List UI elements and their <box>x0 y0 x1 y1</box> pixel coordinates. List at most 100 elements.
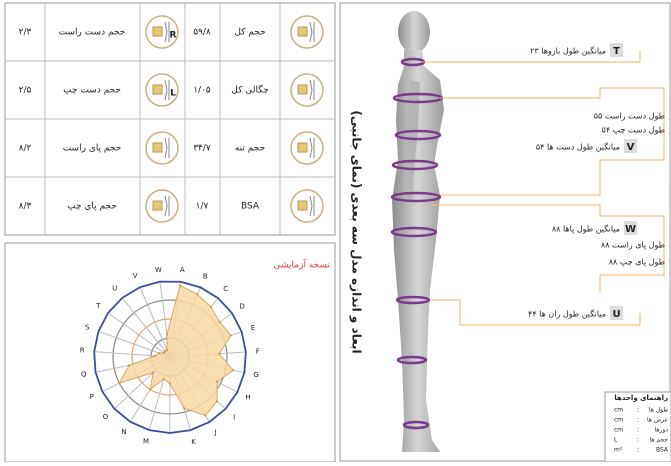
radar-point <box>164 350 166 352</box>
axis-label: O <box>103 413 109 421</box>
radar-point <box>166 349 168 351</box>
letter: T <box>613 46 620 57</box>
cell-label: حجم تنه <box>235 144 265 154</box>
icon <box>153 85 162 94</box>
radar-point <box>118 382 120 384</box>
radar-point <box>230 335 232 337</box>
measure-label: طول دست راست ۵۵ <box>594 112 665 121</box>
unit: cm <box>614 427 623 434</box>
cell-label: BSA <box>241 202 260 212</box>
radar-point <box>169 383 171 385</box>
cell-label: چگالی کل <box>231 84 268 96</box>
axis-label: G <box>253 371 258 379</box>
measure-label: میانگین طول ران ها ۴۴ <box>528 309 606 319</box>
axis-label: D <box>239 302 244 310</box>
unit-name: BSA <box>656 447 669 454</box>
radar-point <box>219 321 221 323</box>
cell-value: ۸/۳ <box>19 202 32 212</box>
icon <box>298 143 307 152</box>
letter: V <box>627 142 635 153</box>
unit-name: حجم ها <box>650 437 669 444</box>
axis-label: N <box>121 428 126 436</box>
unit-sep: : <box>637 417 639 424</box>
axis-label: A <box>180 266 185 274</box>
cell-label: حجم کل <box>234 28 265 38</box>
axis-label: J <box>213 428 216 436</box>
icon <box>153 143 162 152</box>
axis-label: K <box>191 438 196 446</box>
unit: cm <box>614 407 623 414</box>
axis-label: C <box>223 285 228 293</box>
measure-label: میانگین طول دست ها ۵۴ <box>536 142 620 152</box>
axis-label: B <box>203 272 208 280</box>
axis-label: H <box>245 394 250 402</box>
icon <box>298 27 307 36</box>
axis-label: W <box>155 266 162 274</box>
model-title: ابعاد و اندازه مدل سه بعدی (نمای جانبی) <box>349 110 364 353</box>
radar-point <box>128 364 130 366</box>
radar-point <box>152 372 154 374</box>
icon <box>153 201 162 210</box>
cell-label: حجم پای راست <box>63 144 122 154</box>
radar-point <box>218 353 220 355</box>
radar-point <box>196 293 198 295</box>
cell-label: حجم دست راست <box>59 28 126 38</box>
radar-point <box>163 352 165 354</box>
axis-label: Q <box>81 371 87 379</box>
radar-point <box>183 407 185 409</box>
unit-name: عرض ها <box>647 417 668 424</box>
radar-point <box>166 333 168 335</box>
icon <box>298 201 307 210</box>
radar-point <box>216 400 218 402</box>
radar-point <box>204 415 206 417</box>
radar-point <box>210 306 212 308</box>
radar-point <box>149 388 151 390</box>
unit-sep: : <box>637 427 639 434</box>
unit-sep: : <box>637 447 639 454</box>
unit-sep: : <box>637 407 639 414</box>
axis-label: M <box>143 438 149 446</box>
measure-label: طول پای راست ۸۸ <box>601 241 665 250</box>
radar-point <box>163 378 165 380</box>
letter: W <box>625 224 636 235</box>
icon <box>153 27 162 36</box>
badge: نسخه آزمایشی <box>274 259 330 271</box>
unit: m² <box>614 447 623 454</box>
axis-label: S <box>85 323 90 331</box>
measure-label: میانگین طول بازوها ۲۳ <box>530 46 606 56</box>
axis-label: V <box>133 272 138 280</box>
measure-label: میانگین طول پاها ۸۸ <box>552 224 620 234</box>
axis-label: U <box>112 285 117 293</box>
axis-label: R <box>80 347 85 355</box>
cell-value: ۱/۷ <box>196 202 209 212</box>
radar-point <box>179 285 181 287</box>
cell-value: ۵۹/۸ <box>193 28 211 38</box>
cell-label: حجم پای چپ <box>67 202 117 212</box>
cell-label: حجم دست چپ <box>63 86 121 96</box>
radar-point <box>154 355 156 357</box>
axis-label: P <box>90 393 94 401</box>
axis-label: E <box>251 324 255 332</box>
radar-point <box>232 369 234 371</box>
measure-label: طول دست چپ ۵۴ <box>602 126 665 135</box>
unit: cm <box>614 417 623 424</box>
cell-value: ۲/۳ <box>19 28 32 38</box>
unit-sep: : <box>637 437 639 444</box>
axis-label: I <box>233 413 235 421</box>
units-title: راهنمای واحدها <box>614 394 668 402</box>
axis-label: T <box>95 302 101 310</box>
icon <box>298 85 307 94</box>
axis-label: F <box>256 347 260 355</box>
icon-letter: L <box>170 89 176 99</box>
unit-name: طول ها <box>649 407 668 414</box>
measure-label: طول پای چپ ۸۸ <box>609 258 665 267</box>
radar-point <box>158 352 160 354</box>
letter: U <box>612 309 620 320</box>
icon-letter: R <box>170 31 177 41</box>
unit-name: دورها <box>655 427 669 434</box>
cell-value: ۳۴/۷ <box>193 144 211 154</box>
cell-value: ۸/۲ <box>19 144 32 154</box>
cell-value: ۱/۰۵ <box>193 86 211 96</box>
